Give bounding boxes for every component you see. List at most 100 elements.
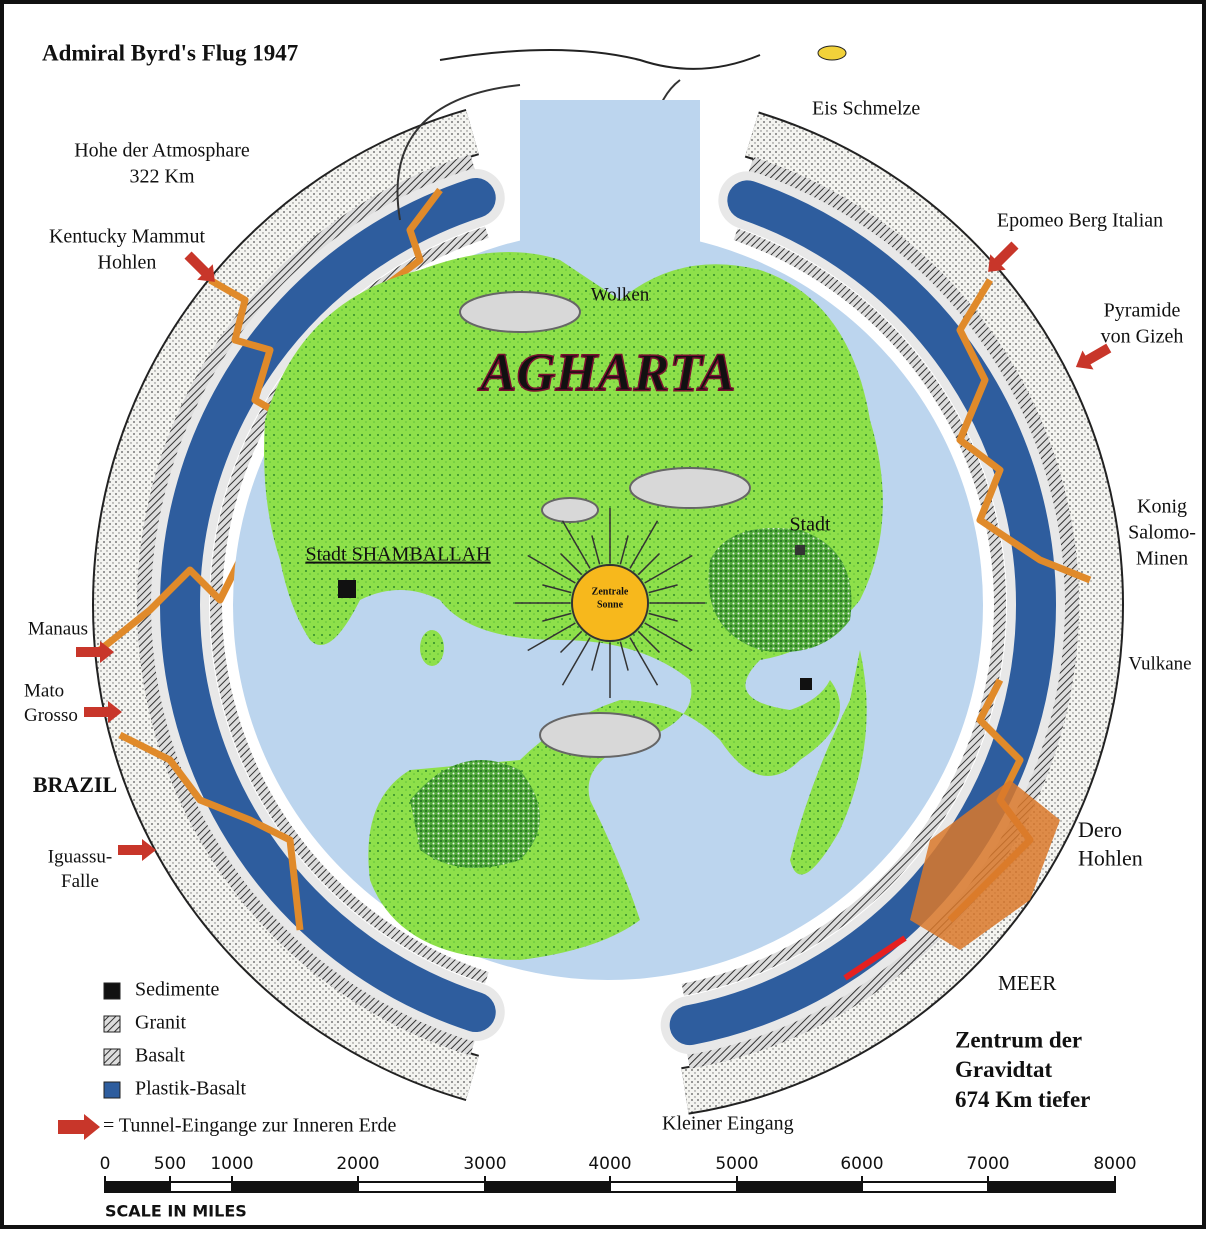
label: Mato (24, 680, 64, 701)
scale-label: 500 (154, 1154, 186, 1174)
scale-label: 2000 (336, 1154, 379, 1174)
sun-ray (559, 630, 583, 654)
label: Vulkane (1128, 653, 1191, 674)
label: Pyramide (1104, 300, 1181, 322)
sun-ray (542, 612, 572, 622)
entrance-arrow (76, 641, 114, 663)
sun-ray (637, 630, 661, 654)
label: Iguassu- (48, 846, 112, 867)
sun-ray (591, 535, 601, 565)
sun-ray (527, 622, 576, 652)
gravity-center (843, 935, 907, 981)
label: Wolken (591, 284, 650, 305)
scale-caption: SCALE IN MILES (105, 1202, 247, 1221)
scale-label: 6000 (840, 1154, 883, 1174)
earth-shell (76, 45, 1124, 1115)
entrance-arrow (184, 251, 215, 282)
scale-bar: 0 500 1000 2000 3000 4000 5000 6000 7000 8000 SCAL… (100, 1154, 1137, 1221)
plastic-basalt (669, 180, 1056, 1046)
cloud (629, 467, 751, 509)
air-flow (396, 84, 521, 221)
sun-ray (542, 584, 572, 594)
label: Stadt SHAMBALLAH (305, 544, 490, 566)
sun-ray (561, 637, 591, 686)
legend-arrow (58, 1114, 100, 1140)
polar-opening (520, 100, 700, 260)
legend-swatch (103, 982, 121, 1000)
label: Zentrum der (955, 1027, 1082, 1052)
sun-ray (644, 554, 693, 584)
sun-ray (559, 552, 583, 576)
island (420, 630, 444, 666)
label: 674 Km tiefer (955, 1087, 1090, 1112)
city-marker (338, 580, 356, 598)
forest (410, 760, 540, 868)
forest (708, 528, 852, 652)
entrance-arrow (84, 701, 122, 723)
legend-swatch (103, 1081, 121, 1099)
scale-label: 0 (100, 1154, 111, 1174)
scale-segment (988, 1182, 1115, 1192)
sediment-band (94, 110, 479, 1100)
sun-ray (629, 520, 659, 569)
agharta: AGHARTA (477, 342, 735, 402)
granite-band (686, 157, 1079, 1069)
label: Falle (61, 871, 99, 892)
label: Gravidtat (955, 1057, 1052, 1082)
label: Sonne (597, 599, 624, 610)
tunnel (208, 276, 292, 424)
label: Hohlen (1078, 846, 1143, 871)
label: Eis Schmelze (812, 98, 920, 120)
label: Kleiner Eingang (662, 1113, 794, 1135)
scale-segment (105, 1182, 170, 1192)
scale-label: 4000 (588, 1154, 631, 1174)
tunnel (97, 558, 244, 653)
flight-path (439, 49, 761, 70)
granite-band (137, 154, 476, 1056)
inner-world: AGHARTA (233, 100, 983, 980)
label: Manaus (28, 618, 88, 639)
label: Epomeo Berg Italian (997, 210, 1163, 232)
label: MEER (998, 971, 1056, 995)
scale-label: 7000 (966, 1154, 1009, 1174)
entrance-arrow (988, 241, 1019, 272)
label: Grosso (24, 705, 78, 726)
scale-label: 3000 (463, 1154, 506, 1174)
legend-label: Granit (135, 1012, 187, 1034)
entrance-arrow (1075, 343, 1112, 370)
sun-ray (619, 641, 629, 671)
legend-note: = Tunnel-Eingange zur Inneren Erde (103, 1115, 397, 1137)
label: Minen (1136, 548, 1188, 570)
legend-swatch (103, 1015, 121, 1033)
sun-ray (591, 641, 601, 671)
sediment-band (681, 113, 1122, 1113)
aircraft (817, 45, 847, 61)
sun-ray (648, 584, 678, 594)
city-marker (800, 678, 812, 690)
labels: Eis Schmelze Hohe der Atmosphare 322 Km Ken… (24, 98, 1196, 1135)
dero-caves (910, 780, 1060, 950)
scale-segment (485, 1182, 610, 1192)
legend-label: Plastik-Basalt (135, 1078, 247, 1100)
label: Stadt (789, 514, 831, 536)
inner-hatch (681, 228, 1006, 996)
sun-ray (637, 552, 661, 576)
plastic-basalt (160, 177, 496, 1033)
label: Kentucky Mammut (49, 226, 206, 248)
label: 322 Km (130, 166, 195, 188)
label: Hohlen (98, 252, 157, 274)
tunnel (956, 278, 1092, 584)
central-sun (571, 564, 649, 642)
sun-ray (629, 637, 659, 686)
label: Dero (1078, 817, 1122, 842)
label: Konig (1137, 496, 1187, 518)
legend-swatch (103, 1048, 121, 1066)
scale-segment (737, 1182, 862, 1192)
legend-label: Basalt (135, 1045, 185, 1067)
cloud (459, 291, 581, 333)
scale-label: 5000 (715, 1154, 758, 1174)
sun-ray (619, 535, 629, 565)
sun-ray (648, 612, 678, 622)
